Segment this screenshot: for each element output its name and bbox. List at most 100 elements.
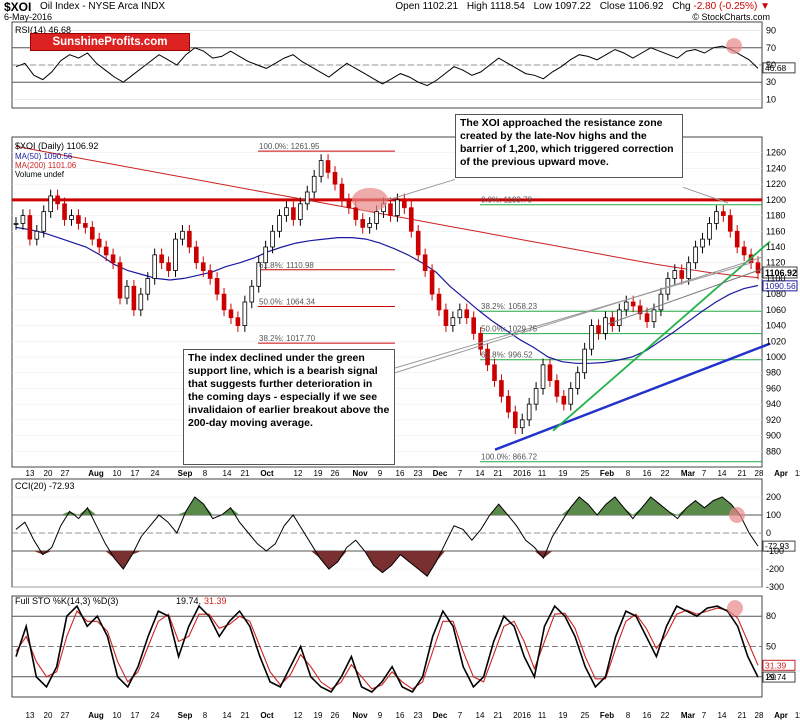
ma200-line bbox=[15, 145, 759, 279]
x-tick-label-bottom: 24 bbox=[151, 711, 160, 720]
price-candle bbox=[89, 226, 95, 240]
x-tick-label: Oct bbox=[260, 469, 274, 478]
cci-tick-label: 100 bbox=[766, 510, 781, 520]
symbol: $XOI bbox=[4, 0, 32, 14]
x-tick-label: 14 bbox=[223, 469, 232, 478]
price-candle bbox=[27, 215, 33, 240]
sto-tick-label: 80 bbox=[766, 611, 776, 621]
x-tick-label: 19 bbox=[559, 469, 568, 478]
price-candle bbox=[34, 230, 40, 240]
x-tick-label: 26 bbox=[331, 469, 340, 478]
price-candle bbox=[187, 230, 192, 248]
x-tick-label: 10 bbox=[113, 469, 122, 478]
cci-highlight-circle bbox=[729, 507, 745, 523]
x-tick-label-bottom: 21 bbox=[241, 711, 250, 720]
fib-label: 38.2%: 1058.23 bbox=[481, 302, 538, 311]
price-tick-label: 1100 bbox=[766, 273, 785, 283]
price-candle bbox=[180, 230, 185, 240]
low-value: 1097.22 bbox=[554, 1, 591, 12]
x-tick-label: Dec bbox=[433, 469, 448, 478]
brand-logo: SunshineProfits.com bbox=[30, 33, 190, 51]
price-candle bbox=[221, 293, 227, 311]
price-candle bbox=[69, 215, 74, 220]
price-candle bbox=[630, 301, 636, 307]
chg-label: Chg bbox=[672, 1, 691, 12]
index-name: Oil Index - NYSE Arca INDX bbox=[40, 1, 166, 12]
x-tick-label: 17 bbox=[131, 469, 140, 478]
price-candle bbox=[658, 293, 664, 311]
price-candle bbox=[304, 191, 310, 205]
price-candle bbox=[554, 380, 560, 397]
close-price-tag bbox=[762, 266, 798, 279]
price-candle bbox=[76, 215, 81, 224]
x-tick-label-bottom: 21 bbox=[738, 711, 747, 720]
price-candle bbox=[575, 372, 581, 389]
price-tick-label: 1120 bbox=[766, 258, 785, 268]
x-tick-label-bottom: 19 bbox=[559, 711, 568, 720]
cci-title: CCI(20) -72.93 bbox=[15, 481, 75, 491]
low-label: Low bbox=[533, 1, 552, 12]
sto-d-tag bbox=[762, 659, 796, 671]
open-value: 1102.21 bbox=[422, 1, 459, 12]
cci-overbought-fill bbox=[16, 497, 758, 515]
rsi-tick-label: 50 bbox=[766, 60, 776, 70]
price-tick-label: 1080 bbox=[766, 289, 786, 299]
x-tick-label-bottom: 11 bbox=[795, 711, 800, 720]
x-tick-label: 24 bbox=[151, 469, 160, 478]
x-tick-label-bottom: 22 bbox=[661, 711, 670, 720]
price-candle bbox=[214, 278, 220, 295]
price-candle bbox=[145, 278, 151, 295]
price-candle bbox=[679, 270, 685, 279]
rsi-current-value: 46.68 bbox=[765, 63, 787, 73]
price-candle bbox=[55, 195, 60, 205]
price-tick-label: 1040 bbox=[766, 321, 786, 331]
sto-k-line bbox=[15, 604, 759, 694]
annotation-bottom: The index declined under the green suppo… bbox=[183, 349, 395, 465]
sto-k-title-value: 19.74, bbox=[176, 596, 201, 606]
fib-label: 100.0%: 1261.95 bbox=[259, 142, 320, 151]
price-candle bbox=[353, 207, 359, 220]
price-candle bbox=[173, 238, 178, 271]
cci-oversold-fill bbox=[16, 551, 758, 577]
price-candle bbox=[193, 246, 199, 264]
price-candle bbox=[533, 388, 539, 405]
x-tick-label-bottom: 14 bbox=[718, 711, 727, 720]
x-tick-label-bottom: 13 bbox=[26, 711, 35, 720]
price-candle bbox=[741, 246, 747, 256]
x-tick-label-bottom: 16 bbox=[643, 711, 652, 720]
price-candle bbox=[166, 262, 171, 271]
x-tick-label: 11 bbox=[795, 469, 800, 478]
sto-tick-label: 50 bbox=[766, 642, 776, 652]
x-tick-label-bottom: 7 bbox=[702, 711, 707, 720]
price-tick-label: 1240 bbox=[766, 163, 786, 173]
price-candle bbox=[83, 223, 88, 228]
price-candle bbox=[582, 348, 587, 374]
x-tick-label: 9 bbox=[378, 469, 383, 478]
x-tick-label: 8 bbox=[203, 469, 208, 478]
x-tick-label-bottom: 26 bbox=[331, 711, 340, 720]
price-candle bbox=[242, 301, 248, 326]
sto-d-current-value: 31.39 bbox=[765, 660, 787, 670]
x-tick-label: 7 bbox=[702, 469, 707, 478]
price-candle bbox=[96, 238, 102, 248]
price-candle bbox=[596, 325, 601, 334]
price-candle bbox=[131, 285, 137, 311]
x-tick-label: 25 bbox=[581, 469, 590, 478]
annotation-top: The XOI approached the resistance zone c… bbox=[455, 114, 683, 178]
price-candle bbox=[103, 246, 109, 256]
x-tick-label-bottom: 20 bbox=[44, 711, 53, 720]
x-tick-label-bottom: 10 bbox=[113, 711, 122, 720]
price-candle bbox=[686, 262, 691, 279]
x-tick-label: 16 bbox=[643, 469, 652, 478]
rsi-tick-label: 90 bbox=[766, 26, 776, 36]
sto-k-current-value: 19.74 bbox=[765, 672, 787, 682]
price-candle bbox=[755, 262, 761, 274]
price-title: $XOI (Daily) 1106.92 bbox=[15, 141, 98, 151]
rsi-current-tag bbox=[762, 62, 796, 74]
price-candle bbox=[478, 333, 483, 350]
close-value: 1106.92 bbox=[628, 1, 664, 12]
x-tick-label: 2016 bbox=[513, 469, 531, 478]
price-tick-label: 1160 bbox=[766, 226, 785, 236]
price-candle bbox=[13, 223, 19, 225]
